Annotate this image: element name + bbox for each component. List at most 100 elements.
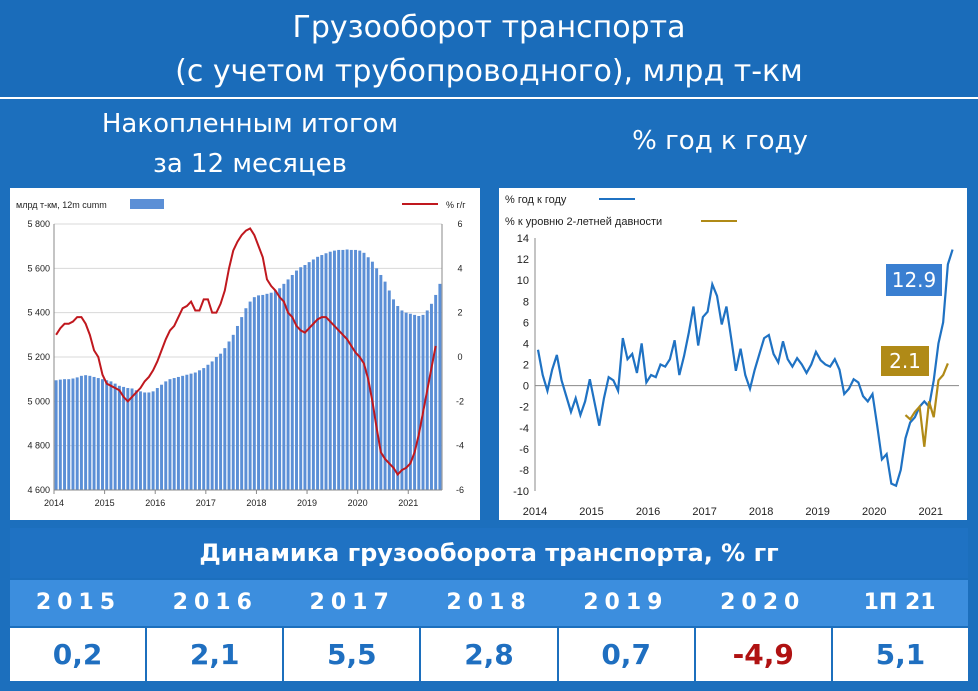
bar [303,265,307,490]
bar [172,378,176,490]
bar [71,378,75,490]
x-tick-label: 2021 [398,498,418,508]
x-tick-label: 2015 [579,506,603,518]
bar [185,374,189,490]
bar [67,379,71,490]
bar [328,251,332,490]
x-tick-label: 2018 [749,506,773,518]
bar [181,375,185,490]
x-tick-label: 2016 [636,506,660,518]
table-year-row: 2015 2016 2017 2018 2019 2020 1П 21 [10,580,968,626]
title-line-2: (с учетом трубопроводного), млрд т-км [175,54,803,89]
year-cell: 2016 [172,590,258,615]
value-cell: 5,1 [832,628,968,681]
y-right-tick-label: -4 [456,441,464,451]
y-left-tick-label: 4 800 [27,441,50,451]
bar [138,391,142,490]
bar [362,252,366,490]
y-right-tick-label: 0 [457,352,462,362]
bar [257,295,261,490]
bar [366,257,370,490]
legend-yoy-label: % год к году [505,194,567,206]
bar [126,388,130,490]
year-cell: 2019 [583,590,669,615]
bar [408,313,412,490]
y-right-tick-label: -2 [456,396,464,406]
bar [299,267,303,490]
bar [358,250,362,490]
bar [282,283,286,490]
year-cell: 2020 [720,590,806,615]
x-tick-label: 2020 [862,506,886,518]
y-right-tick-label: 2 [457,308,462,318]
year-cell: 2017 [309,590,395,615]
bar [345,249,349,490]
y-right-tick-label: -6 [456,485,464,495]
bar [105,380,109,490]
bar [387,290,391,490]
value-cell: 2,1 [147,628,283,681]
bar [168,379,172,490]
x-tick-label: 2017 [196,498,216,508]
legend-bar-swatch [130,199,164,209]
bar [109,381,113,490]
bar [286,279,290,490]
page-title: Грузооборот транспорта (с учетом трубопр… [0,0,978,98]
bar [164,381,168,490]
bar [421,314,425,490]
legend-bar-label: млрд т-км, 12m cumm [16,200,107,210]
bar [134,390,138,490]
bar [198,370,201,490]
bar [219,353,223,490]
bar [113,383,117,490]
x-tick-label: 2019 [805,506,829,518]
y-tick-label: 4 [523,338,529,350]
bar [92,376,96,490]
yoy-freight-chart: 14 12 10 8 6 4 2 0 -2 -4 -6 -8 -10 2014 2015 2016 2017 20… [505,194,959,518]
cumulative-freight-chart: 4 600 4 800 5 000 5 200 5 400 5 600 5 800 -6 -4 -… [16,199,466,508]
bar [396,306,400,490]
bar [307,262,311,490]
y-tick-label: 0 [523,381,529,393]
two-year-series-line [904,363,949,447]
x-tick-label: 2018 [246,498,266,508]
right-subtitle: % год к году [632,126,808,156]
y-tick-label: 10 [517,275,529,287]
bar [176,376,180,490]
value-cell: 2,8 [421,628,557,681]
y-tick-label: -6 [519,444,529,456]
x-tick-label: 2017 [692,506,716,518]
callout-2yr-value: 2.1 [881,346,929,376]
y-left-tick-label: 4 600 [27,485,50,495]
y-right-tick-label: 6 [457,219,462,229]
bar [370,261,374,490]
bar [273,290,277,490]
chart-left-panel: 4 600 4 800 5 000 5 200 5 400 5 600 5 800 -6 -4 -… [10,188,480,520]
bar [160,384,164,490]
y-tick-label: -4 [519,423,529,435]
x-tick-label: 2019 [297,498,317,508]
bar [75,377,79,490]
legend-2yr-label: % к уровню 2-летней давности [505,216,662,228]
bar [84,375,88,490]
y-tick-label: 8 [523,296,529,308]
bar [202,368,206,490]
x-tick-label: 2014 [44,498,64,508]
bar [400,310,404,490]
bar [223,348,227,490]
value-cell: 5,5 [284,628,420,681]
y-tick-label: 14 [517,233,529,245]
bar [392,299,395,490]
bar [143,392,147,490]
bar [193,372,197,490]
legend-line-label: % г/г [446,200,466,210]
x-tick-label: 2020 [348,498,368,508]
bar [206,364,210,490]
y-left-tick-label: 5 000 [27,396,50,406]
bar [214,357,218,490]
bar [337,249,341,490]
bar [88,375,92,490]
bar [79,375,83,490]
bar [63,379,67,490]
bar [261,294,265,490]
